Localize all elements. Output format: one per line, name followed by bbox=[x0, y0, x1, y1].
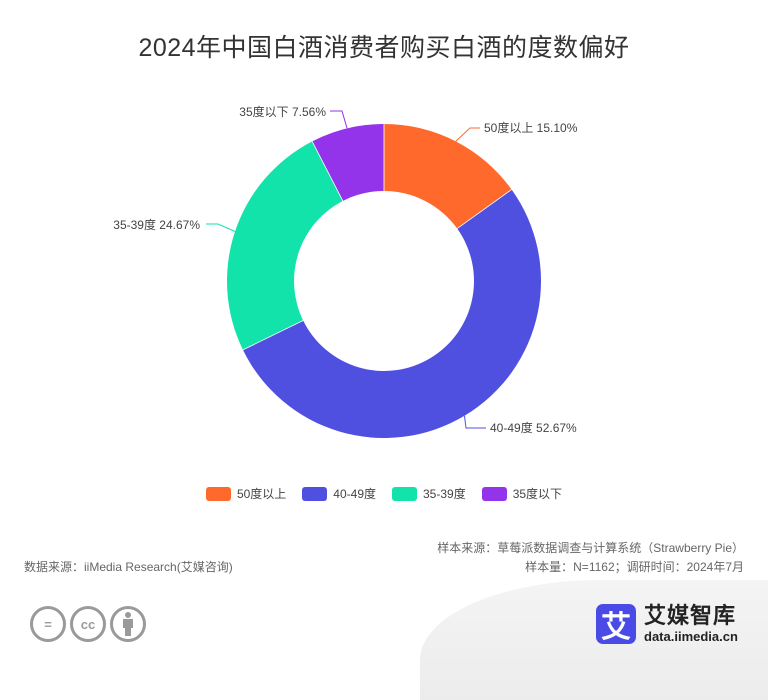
legend-item[interactable]: 35-39度 bbox=[392, 485, 466, 502]
sample-source: 样本来源：草莓派数据调查与计算系统（Strawberry Pie） bbox=[437, 541, 744, 555]
legend-swatch bbox=[392, 486, 417, 501]
person-icon bbox=[110, 606, 146, 642]
sample-info: 样本量：N=1162；调研时间：2024年7月 bbox=[525, 560, 744, 574]
slice-label: 50度以上 15.10% bbox=[484, 120, 578, 135]
legend-item[interactable]: 35度以下 bbox=[481, 485, 563, 502]
legend-label: 35度以下 bbox=[512, 487, 563, 501]
legend-swatch bbox=[302, 486, 328, 501]
license-badges: = cc bbox=[30, 606, 146, 642]
slice-label: 35度以下 7.56% bbox=[239, 104, 326, 119]
label-leader-line bbox=[463, 415, 486, 429]
legend-label: 50度以上 bbox=[236, 487, 287, 501]
legend-label: 40-49度 bbox=[333, 487, 376, 501]
label-leader-line bbox=[330, 110, 348, 129]
brand-logo-block: 艾 艾媒智库 data.iimedia.cn bbox=[596, 604, 738, 644]
data-source: 数据来源：iiMedia Research(艾媒咨询) bbox=[24, 560, 233, 574]
brand-name: 艾媒智库 bbox=[644, 603, 737, 628]
legend-swatch bbox=[481, 486, 507, 501]
legend-item[interactable]: 40-49度 bbox=[302, 485, 376, 502]
donut-chart: 50度以上 15.10% 40-49度 52.67% 35-39度 24.67% 35… bbox=[113, 104, 578, 438]
equals-icon: = bbox=[30, 606, 66, 642]
legend-item[interactable]: 50度以上 bbox=[205, 485, 287, 502]
chart-legend: 50度以上 40-49度 35-39度 35度以下 bbox=[0, 485, 768, 502]
donut-slice bbox=[227, 141, 343, 350]
label-leader-line bbox=[206, 223, 236, 232]
label-leader-line bbox=[455, 127, 480, 142]
donut-slice bbox=[312, 124, 384, 201]
slice-label: 40-49度 52.67% bbox=[490, 420, 577, 435]
donut-slice bbox=[242, 189, 541, 438]
chart-title: 2024年中国白酒消费者购买白酒的度数偏好 bbox=[138, 34, 630, 62]
slice-label: 35-39度 24.67% bbox=[113, 217, 200, 232]
legend-swatch bbox=[205, 486, 231, 501]
brand-logo-icon: 艾 bbox=[596, 604, 636, 644]
cc-icon: cc bbox=[70, 606, 106, 642]
legend-label: 35-39度 bbox=[423, 487, 466, 501]
brand-url: data.iimedia.cn bbox=[644, 629, 738, 644]
donut-slice bbox=[384, 124, 512, 229]
